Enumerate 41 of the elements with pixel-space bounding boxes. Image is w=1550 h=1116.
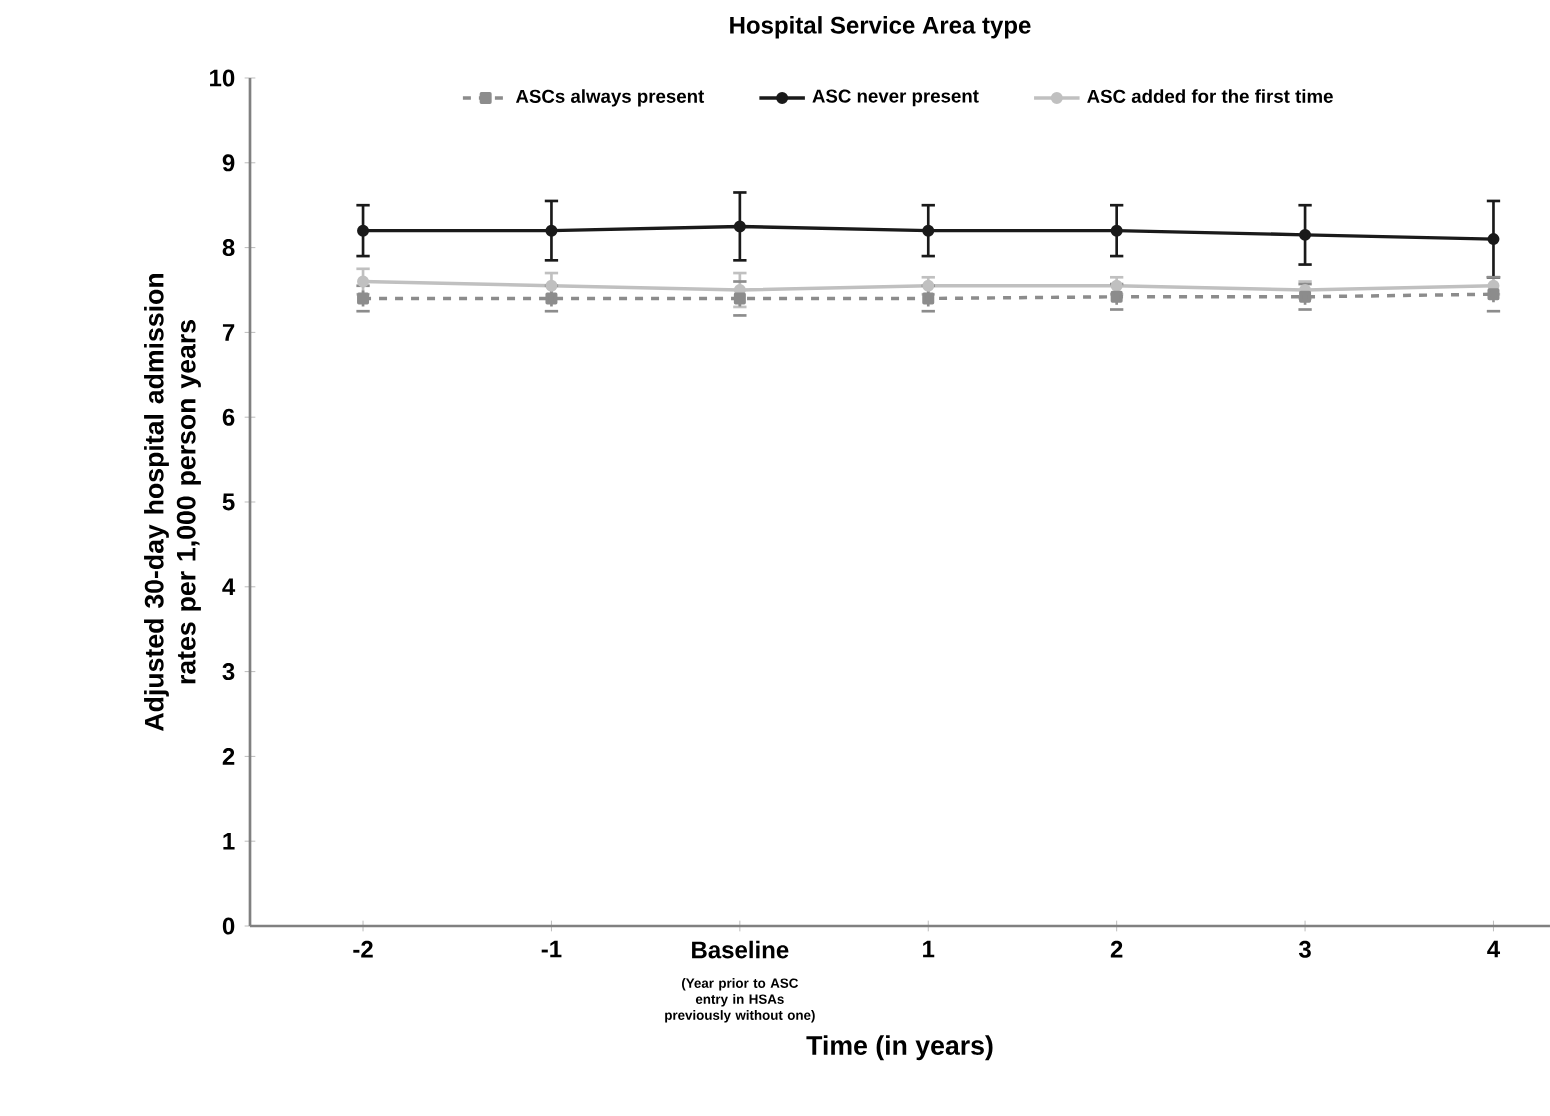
x-tick-label: -2	[353, 940, 373, 958]
x-tick-label: -1	[541, 940, 562, 958]
x-axis-title: Time (in years)	[806, 1035, 993, 1061]
x-tick-label: Baseline	[692, 940, 789, 959]
y-tick-label: 6	[222, 408, 235, 426]
x-tick-label: 3	[1298, 940, 1311, 958]
point	[922, 224, 935, 237]
y-tick-label: 5	[222, 493, 235, 511]
chart-title: Hospital Service Area type	[730, 16, 1031, 39]
point	[1110, 224, 1123, 237]
legend-label: ASCs always present	[515, 89, 705, 107]
y-axis-title: Adjusted 30-day hospital admission rates per 1,000 person years	[144, 274, 201, 732]
point	[733, 220, 746, 233]
point	[922, 279, 935, 292]
point	[1110, 290, 1123, 303]
x-tick-label: 4	[1487, 940, 1501, 958]
point	[545, 292, 558, 305]
y-tick-label: 2	[222, 748, 235, 765]
point	[357, 275, 370, 288]
point	[357, 224, 370, 237]
y-tick-label: 10	[210, 69, 235, 87]
point	[1299, 228, 1312, 241]
point	[1299, 290, 1312, 303]
y-tick-label: 9	[222, 154, 235, 172]
x-tick-label: 1	[923, 940, 935, 958]
point	[545, 224, 558, 237]
y-tick-label: 8	[222, 239, 235, 257]
legend-label: ASC never present	[812, 89, 979, 107]
x-tick-label: 2	[1110, 940, 1123, 958]
point	[357, 292, 370, 305]
y-tick-label: 1	[223, 832, 235, 850]
legend-label: ASC added for the first time	[1087, 89, 1333, 103]
y-tick-label: 3	[222, 663, 235, 681]
point	[1487, 288, 1500, 301]
y-tick-label: 7	[222, 324, 235, 341]
point	[922, 292, 935, 305]
y-tick-label: 4	[222, 578, 236, 596]
point	[1487, 233, 1500, 246]
point	[1110, 279, 1123, 292]
point	[545, 279, 558, 292]
y-tick-label: 0	[222, 917, 235, 935]
